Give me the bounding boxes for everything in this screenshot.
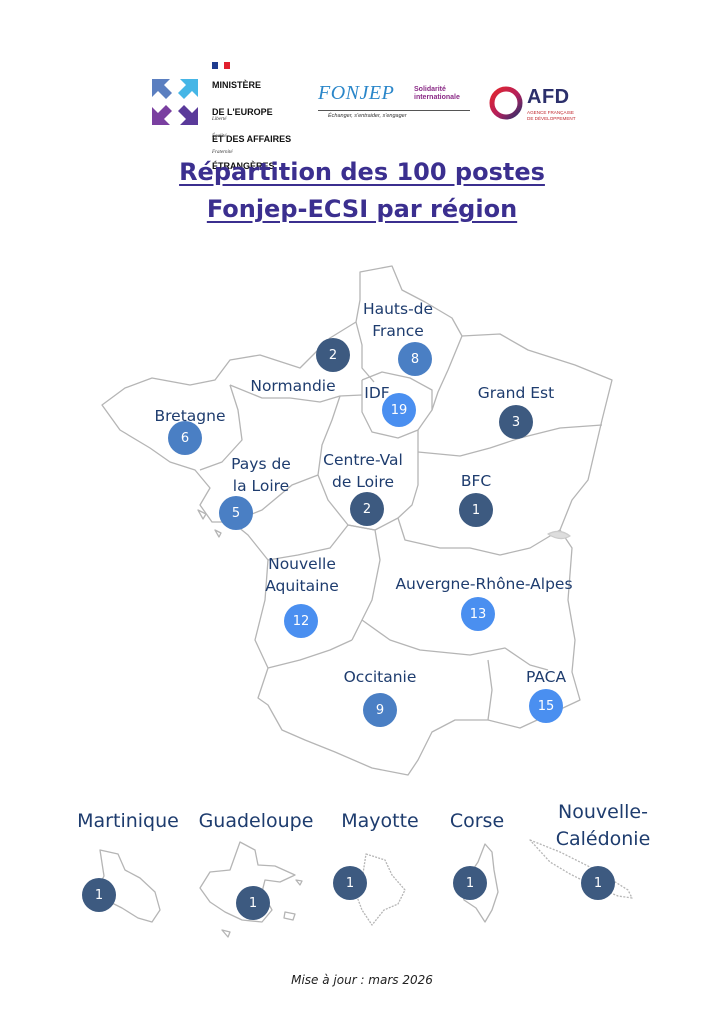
overseas-count-nouvelle-caledonie: 1	[581, 866, 615, 900]
region-label-auvergne-rhone-alpes: Auvergne-Rhône-Alpes	[395, 575, 573, 593]
boundary-idf	[361, 371, 433, 439]
overseas-count-corse: 1	[453, 866, 487, 900]
boundary-hdf-normandie	[355, 321, 375, 383]
region-count-normandie: 2	[316, 338, 350, 372]
region-count-idf: 19	[382, 393, 416, 427]
guadeloupe-islet	[221, 879, 303, 938]
afd-logo: AFD AGENCE FRANÇAISE DE DÉVELOPPEMENT	[488, 83, 583, 127]
nouvelle-caledonie-outline	[529, 839, 633, 899]
boundary-grandest-bfc	[417, 424, 603, 457]
overseas-label-mayotte: Mayotte	[341, 810, 419, 832]
overseas-count-mayotte: 1	[333, 866, 367, 900]
region-count-occitanie: 9	[363, 693, 397, 727]
region-count-centre-val-de-loire: 2	[350, 492, 384, 526]
fonjep-wordmark: FONJEP	[318, 82, 395, 104]
france-outline	[101, 265, 613, 776]
region-label-nouvelle-aquitaine: Nouvelle Aquitaine	[265, 555, 339, 595]
boundary-bfc-south	[397, 517, 561, 556]
afd-ring-icon	[489, 86, 523, 120]
boundary-occitanie-na	[267, 639, 353, 669]
french-flag-icon	[212, 54, 230, 69]
boundary-ara-south	[361, 619, 549, 671]
guadeloupe-outline	[199, 841, 296, 923]
region-count-hauts-de-france: 8	[398, 342, 432, 376]
loire-estuary-islands	[197, 509, 222, 538]
boundary-na-east	[267, 524, 381, 641]
region-label-hauts-de-france: Hauts-de France	[362, 300, 434, 340]
region-label-bfc: BFC	[460, 472, 492, 490]
fonjep-subtitle: Solidarité internationale	[414, 86, 460, 101]
region-count-nouvelle-aquitaine: 12	[284, 604, 318, 638]
fonjep-divider	[318, 110, 470, 111]
region-count-auvergne-rhone-alpes: 13	[461, 597, 495, 631]
page-title-line2: Fonjep-ECSI par région	[206, 195, 518, 223]
fonjep-tagline: Échanger, s'entraider, s'engager	[328, 113, 407, 119]
republic-motto: Liberté Égalité Fraternité	[212, 117, 233, 155]
fonjep-logo: FONJEP Solidarité internationale Échange…	[318, 82, 473, 126]
france-region-map	[101, 265, 613, 776]
region-label-paca: PACA	[525, 668, 567, 686]
region-count-pays-de-la-loire: 5	[219, 496, 253, 530]
region-label-bretagne: Bretagne	[154, 407, 226, 425]
overseas-count-martinique: 1	[82, 878, 116, 912]
afd-subtitle: AGENCE FRANÇAISE DE DÉVELOPPEMENT	[527, 110, 576, 121]
afd-wordmark: AFD	[527, 86, 570, 108]
boundary-normandie-south	[229, 384, 363, 403]
overseas-label-nouvelle-caledonie: Nouvelle- Calédonie	[555, 801, 651, 850]
page-title-line1: Répartition des 100 postes	[179, 158, 545, 186]
region-count-bfc: 1	[459, 493, 493, 527]
region-label-idf: IDF	[364, 384, 390, 402]
overseas-label-corse: Corse	[449, 810, 505, 832]
arrows-emblem-icon	[152, 79, 198, 125]
region-count-bretagne: 6	[168, 421, 202, 455]
boundary-hdf-grandest	[431, 335, 463, 411]
region-label-grand-est: Grand Est	[477, 384, 555, 402]
overseas-label-martinique: Martinique	[77, 810, 179, 832]
boundary-bretagne-east	[199, 384, 243, 471]
region-label-pays-de-la-loire: Pays de la Loire	[231, 455, 291, 495]
update-date: Mise à jour : mars 2026	[291, 973, 433, 987]
region-label-centre-val-de-loire: Centre-Val de Loire	[323, 451, 403, 491]
ministry-logo: MINISTÈRE DE L'EUROPE ET DES AFFAIRES ÉT…	[150, 50, 305, 171]
region-count-grand-est: 3	[499, 405, 533, 439]
lake-geneva	[547, 530, 571, 540]
ministry-name: MINISTÈRE DE L'EUROPE ET DES AFFAIRES ÉT…	[212, 80, 292, 171]
overseas-count-guadeloupe: 1	[236, 886, 270, 920]
mayotte-outline	[355, 853, 406, 926]
region-label-normandie: Normandie	[250, 377, 336, 395]
region-count-paca: 15	[529, 689, 563, 723]
boundary-paca	[487, 659, 493, 721]
region-label-occitanie: Occitanie	[343, 668, 417, 686]
overseas-label-guadeloupe: Guadeloupe	[198, 810, 314, 832]
